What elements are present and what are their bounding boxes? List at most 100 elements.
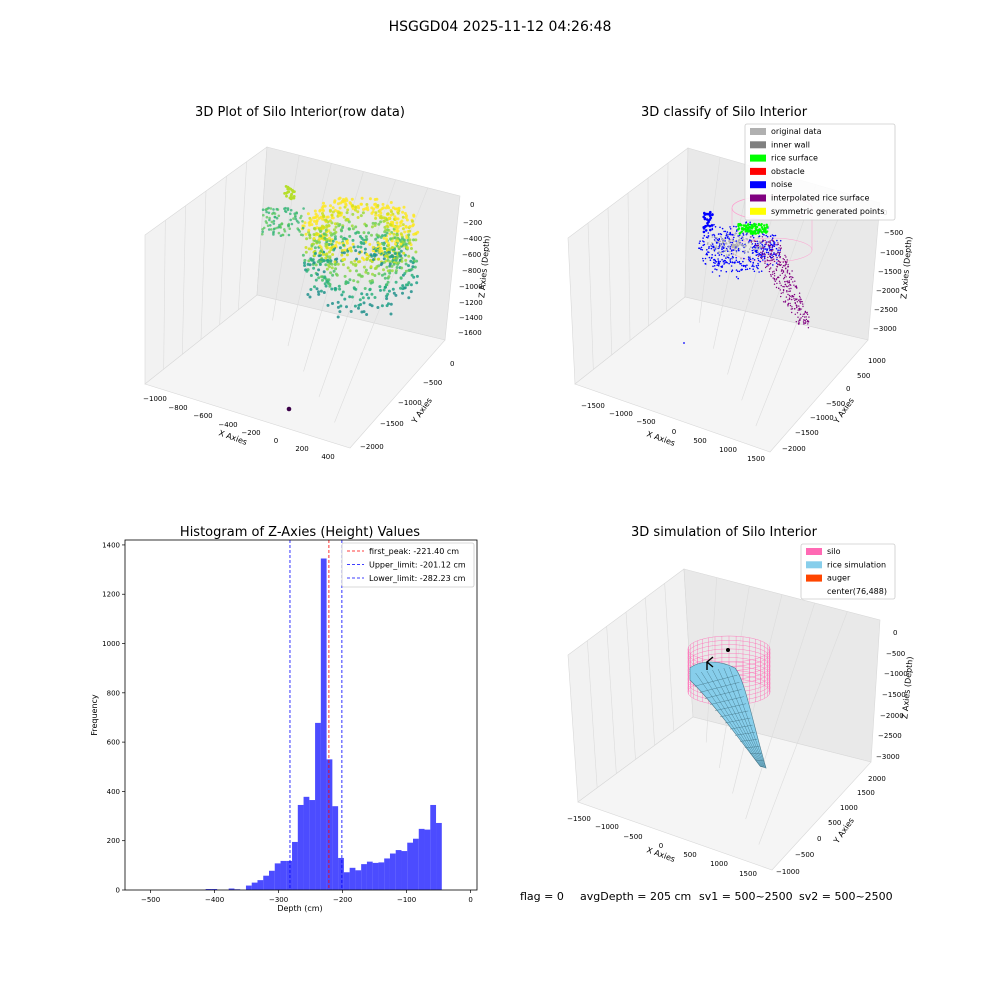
classify-interpolated-point [788,280,790,282]
grid-line [318,179,396,398]
raw-point [365,237,369,241]
sim-z-tick: −2000 [880,712,904,720]
raw-point [350,295,354,299]
histogram-bar [355,870,362,890]
classify-noise-point [730,265,733,267]
classify-rice-point [747,223,750,227]
classify-interpolated-point [765,243,767,245]
classify-noise-point [746,264,748,267]
classify-noise-point [721,227,724,230]
classify-interpolated-point [769,263,772,265]
classify-interpolated-point [781,272,783,275]
raw-point [315,219,319,223]
raw-point [271,212,274,216]
classify-original-point [757,236,760,239]
classify-noise-point [757,247,760,249]
classify-x-tick: 500 [693,437,706,445]
raw-z-ticks: 0 −200 −400 −600 −800 −1000 −1200 −1400 … [458,201,483,337]
classify-noise-point [773,234,775,237]
sim-legend-label: rice simulation [827,560,886,569]
raw-point [269,224,272,227]
classify-interpolated-point [795,304,797,306]
classify-interpolated-point [773,283,776,285]
classify-rice-point [763,224,766,227]
raw-point [345,239,349,243]
histogram-bar [211,889,218,890]
classify-noise-point [727,250,729,252]
classify-noise-point [702,230,706,234]
raw-point [313,246,317,250]
classify-interpolated-point [803,319,805,321]
classify-noise-point [751,247,754,249]
raw-point [305,237,309,241]
raw-z-tick: −1200 [459,299,483,307]
grid-line [607,207,612,356]
raw-point [317,292,321,296]
classify-noise-point [744,266,747,268]
raw-point [324,263,328,267]
classify-noise-point [702,244,704,247]
classify-rice-point [753,222,756,226]
raw-point [355,269,358,273]
raw-point [409,259,413,263]
raw-point [394,293,398,297]
classify-noise-point [712,261,715,264]
grid-line [587,640,598,788]
raw-point [277,214,281,218]
classify-noise-point [751,235,754,237]
classify-interpolated-point [793,298,795,300]
raw-point [360,202,363,206]
classify-interpolated-point [773,277,776,280]
classify-interpolated-point [791,296,793,298]
histogram-bar [245,885,252,890]
classify-interpolated-point [780,295,782,298]
classify-original-point [724,246,726,248]
raw-point [333,263,337,266]
classify-noise-point [708,256,711,259]
classify-rice-point [765,223,768,226]
classify-interpolated-point [798,305,800,307]
classify-noise-point [726,256,729,259]
sim-surface-mesh [717,668,764,768]
raw-point [357,260,360,264]
raw-outlier-point [286,406,292,412]
classify-interpolated-point [801,301,803,303]
classify-interpolated-point [779,256,781,258]
classify-interpolated-point [768,259,770,262]
raw-point [371,245,375,249]
raw-point [361,256,364,260]
classify-original-point [738,244,740,246]
raw-point [378,208,382,212]
classify-interpolated-point [799,299,801,301]
raw-point [395,266,399,269]
classify-interpolated-point [778,287,780,289]
classify-noise-point [755,251,758,254]
raw-point [350,197,354,201]
raw-point [399,286,402,290]
raw-point [340,253,344,257]
raw-point [351,227,355,231]
classify-interpolated-point [777,260,780,262]
classify-interpolated-point [792,296,795,298]
raw-point [273,212,277,215]
classify-noise-point [705,252,708,255]
grid-line [758,611,848,845]
classify-interpolated-point [788,282,791,284]
classify-original-point [731,239,734,241]
raw-point [313,219,316,223]
raw-point [330,246,334,249]
classify-noise-point [760,242,762,244]
raw-point [346,266,350,270]
raw-point [382,257,386,261]
raw-point [308,220,312,224]
raw-point [333,235,337,239]
raw-point [403,286,407,290]
raw-point [362,301,366,305]
raw-point [372,207,376,211]
raw-point [348,234,352,238]
classify-original-point [718,250,720,253]
histogram-y-tick-label: 800 [107,689,120,697]
classify-original-point [747,242,750,244]
classify-noise-point [773,242,775,244]
sim-y-tick: 1500 [857,789,875,797]
